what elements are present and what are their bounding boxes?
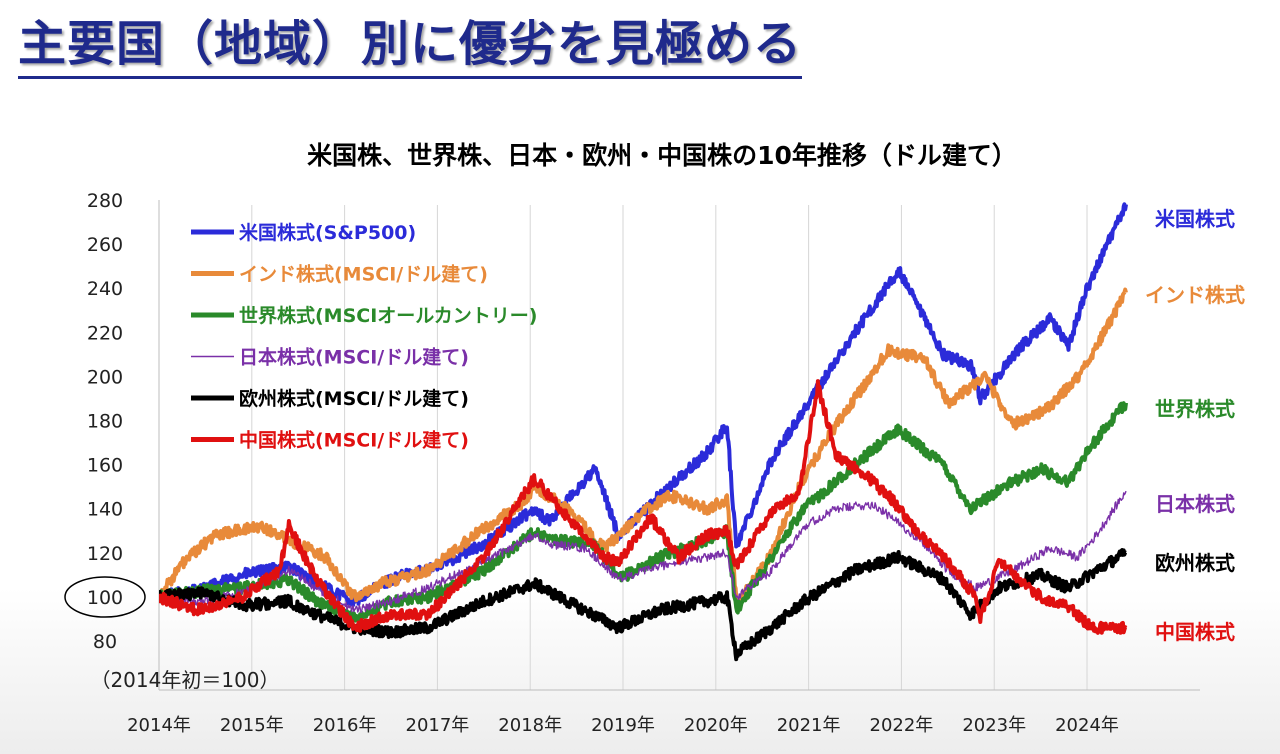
y-tick-label: 180 — [87, 411, 123, 433]
y-axis-ticks: 280 260 240 220 200 180 160 140 120 100 80 — [87, 190, 123, 653]
legend-label: 中国株式(MSCI/ドル建て) — [239, 429, 469, 452]
x-tick-label: 2018年 — [498, 715, 562, 736]
slide-title: 主要国（地域）別に優劣を見極める — [18, 4, 803, 79]
series-line-3 — [159, 401, 1128, 624]
y-tick-label: 80 — [93, 631, 117, 653]
x-tick-label: 2019年 — [591, 715, 655, 736]
series-line-2 — [159, 287, 1128, 606]
legend-label: 欧州株式(MSCI/ドル建て) — [239, 387, 469, 410]
series-end-label: 中国株式 — [1155, 620, 1235, 644]
series-line-6 — [159, 379, 1128, 635]
y-tick-label: 280 — [87, 190, 123, 212]
y-tick-label: 220 — [87, 322, 123, 344]
base-note: （2014年初＝100） — [90, 668, 279, 692]
x-tick-label: 2022年 — [870, 715, 934, 736]
baseline-highlight-ellipse — [64, 576, 146, 618]
series-end-label: 世界株式 — [1155, 397, 1235, 421]
x-tick-label: 2015年 — [220, 715, 284, 736]
x-tick-label: 2023年 — [962, 715, 1026, 736]
x-tick-label: 2024年 — [1055, 715, 1119, 736]
x-tick-label: 2014年 — [127, 715, 191, 736]
x-tick-label: 2020年 — [684, 715, 748, 736]
x-axis-ticks: 2014年 2015年 2016年 2017年 2018年 2019年 2020年 2021年… — [127, 715, 1119, 736]
y-tick-label: 240 — [87, 278, 123, 300]
y-tick-label: 200 — [87, 366, 123, 388]
axes — [158, 200, 1200, 691]
x-tick-label: 2021年 — [777, 715, 841, 736]
y-tick-label: 100 — [87, 587, 123, 609]
y-tick-label: 160 — [87, 455, 123, 477]
y-tick-label: 120 — [87, 543, 123, 565]
y-tick-label: 140 — [87, 499, 123, 521]
series-lines — [159, 202, 1128, 662]
chart-title: 米国株、世界株、日本・欧州・中国株の10年推移（ドル建て） — [307, 141, 1017, 170]
series-line-5 — [159, 548, 1128, 662]
series-end-label: インド株式 — [1145, 283, 1245, 307]
series-end-label: 欧州株式 — [1155, 551, 1235, 575]
x-tick-label: 2017年 — [406, 715, 470, 736]
legend-label: インド株式(MSCI/ドル建て) — [239, 263, 488, 286]
series-end-label: 日本株式 — [1155, 492, 1235, 516]
legend: 米国株式(S&P500) インド株式(MSCI/ドル建て) 世界株式(MSCIオール… — [191, 221, 537, 452]
legend-label: 日本株式(MSCI/ドル建て) — [239, 346, 469, 369]
legend-label: 米国株式(S&P500) — [239, 221, 416, 244]
x-tick-label: 2016年 — [313, 715, 377, 736]
legend-label: 世界株式(MSCIオールカントリー) — [239, 304, 537, 327]
y-tick-label: 260 — [87, 234, 123, 256]
series-end-label: 米国株式 — [1155, 207, 1235, 231]
